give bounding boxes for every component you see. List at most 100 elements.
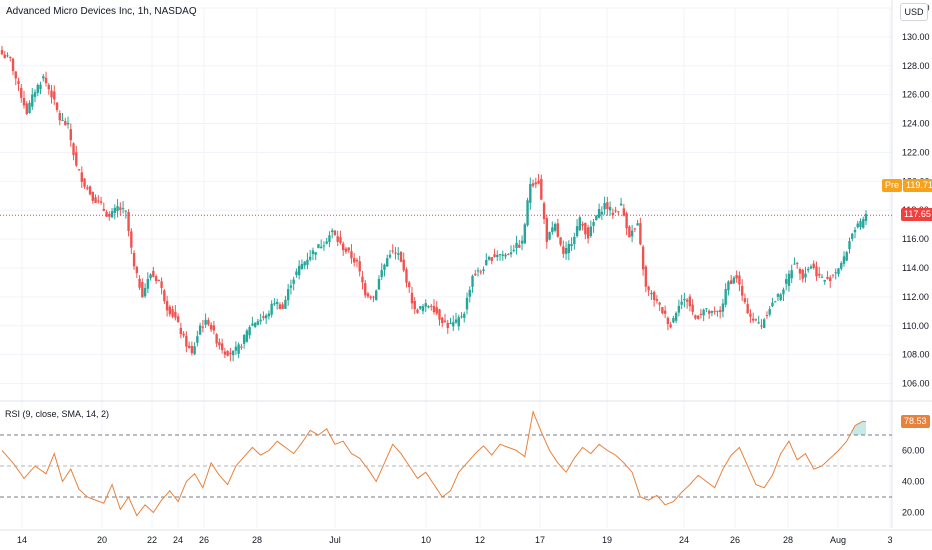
- x-tick-label: 26: [730, 535, 740, 545]
- candle-body: [641, 246, 645, 270]
- candle-body: [804, 273, 807, 278]
- candle-body: [160, 281, 163, 288]
- currency-button[interactable]: USD: [900, 3, 928, 21]
- candle-body: [754, 319, 758, 321]
- candle-body: [264, 315, 268, 319]
- candle-body: [391, 250, 394, 252]
- candle-body: [785, 279, 788, 284]
- candle-body: [556, 223, 560, 237]
- candle-body: [798, 268, 802, 274]
- candle-body: [793, 263, 796, 265]
- candle-body: [721, 303, 725, 312]
- candle-body: [479, 271, 482, 273]
- candle-body: [672, 317, 675, 323]
- candle-body: [639, 223, 642, 245]
- candle-body: [154, 276, 158, 282]
- x-tick-label: 22: [147, 535, 157, 545]
- candle-body: [77, 169, 81, 171]
- candle-body: [696, 315, 700, 319]
- candle-body: [460, 316, 463, 318]
- candle-body: [749, 313, 752, 317]
- candle-body: [851, 233, 854, 239]
- candle-body: [490, 257, 493, 261]
- candle-body: [787, 273, 791, 286]
- candle-body: [364, 283, 367, 296]
- y-tick-label: 116.00: [902, 234, 929, 244]
- candle-body: [163, 290, 166, 302]
- candle-body: [207, 320, 210, 325]
- candle-body: [297, 265, 301, 276]
- candle-body: [669, 324, 672, 328]
- candle-body: [47, 84, 50, 90]
- candle-body: [204, 319, 207, 325]
- candle-body: [319, 246, 323, 249]
- candle-body: [289, 285, 293, 288]
- candle-body: [328, 235, 331, 243]
- y-tick-label: 112.00: [902, 292, 929, 302]
- candle-body: [281, 304, 284, 309]
- candle-body: [193, 346, 196, 355]
- candle-body: [171, 309, 174, 317]
- candle-body: [683, 298, 686, 301]
- candle-body: [551, 227, 554, 233]
- candle-body: [190, 346, 194, 354]
- candle-body: [831, 274, 835, 276]
- candle-body: [424, 303, 427, 307]
- candle-body: [685, 299, 689, 302]
- candle-body: [853, 229, 857, 233]
- candle-body: [88, 186, 92, 195]
- candle-body: [6, 55, 9, 57]
- candle-body: [245, 330, 249, 342]
- candle-body: [595, 215, 598, 221]
- candle-body: [97, 200, 100, 202]
- candle-body: [677, 305, 681, 313]
- candle-body: [336, 236, 339, 242]
- candle-body: [72, 143, 75, 156]
- candle-body: [548, 232, 551, 240]
- candle-body: [796, 263, 799, 265]
- candle-body: [355, 259, 359, 262]
- candle-body: [702, 309, 705, 316]
- candle-body: [608, 206, 612, 211]
- x-tick-label: 24: [679, 535, 689, 545]
- candle-body: [234, 346, 238, 351]
- candle-body: [457, 317, 460, 327]
- candle-body: [141, 282, 144, 298]
- candle-body: [399, 251, 403, 262]
- candle-body: [845, 252, 848, 261]
- candle-body: [603, 203, 606, 210]
- candle-body: [760, 325, 763, 327]
- candle-body: [165, 301, 169, 311]
- candle-body: [146, 278, 150, 289]
- candle-body: [570, 244, 573, 247]
- candle-body: [66, 122, 70, 125]
- candle-body: [864, 214, 868, 222]
- candle-body: [196, 336, 199, 343]
- candle-body: [661, 307, 664, 314]
- y-tick-label: 106.00: [902, 379, 930, 389]
- y-tick-label: 128.00: [902, 61, 930, 71]
- candle-body: [182, 333, 185, 336]
- candle-body: [69, 129, 72, 141]
- y-tick-label: 108.00: [902, 350, 930, 360]
- candle-body: [724, 289, 727, 305]
- candle-body: [25, 103, 28, 114]
- candle-body: [39, 84, 42, 90]
- candle-body: [31, 94, 34, 107]
- candle-body: [383, 264, 386, 270]
- rsi-overbought-fill: [852, 421, 866, 435]
- candle-body: [121, 208, 125, 210]
- candle-body: [718, 310, 722, 312]
- candle-body: [581, 223, 584, 226]
- candle-body: [292, 279, 295, 284]
- candle-body: [341, 243, 345, 251]
- x-tick-label: 17: [535, 535, 545, 545]
- candle-body: [823, 279, 826, 282]
- candle-body: [729, 280, 733, 285]
- candle-body: [762, 319, 766, 328]
- candle-body: [306, 259, 309, 265]
- candle-body: [419, 306, 422, 309]
- candle-body: [416, 309, 419, 313]
- candle-body: [350, 251, 353, 259]
